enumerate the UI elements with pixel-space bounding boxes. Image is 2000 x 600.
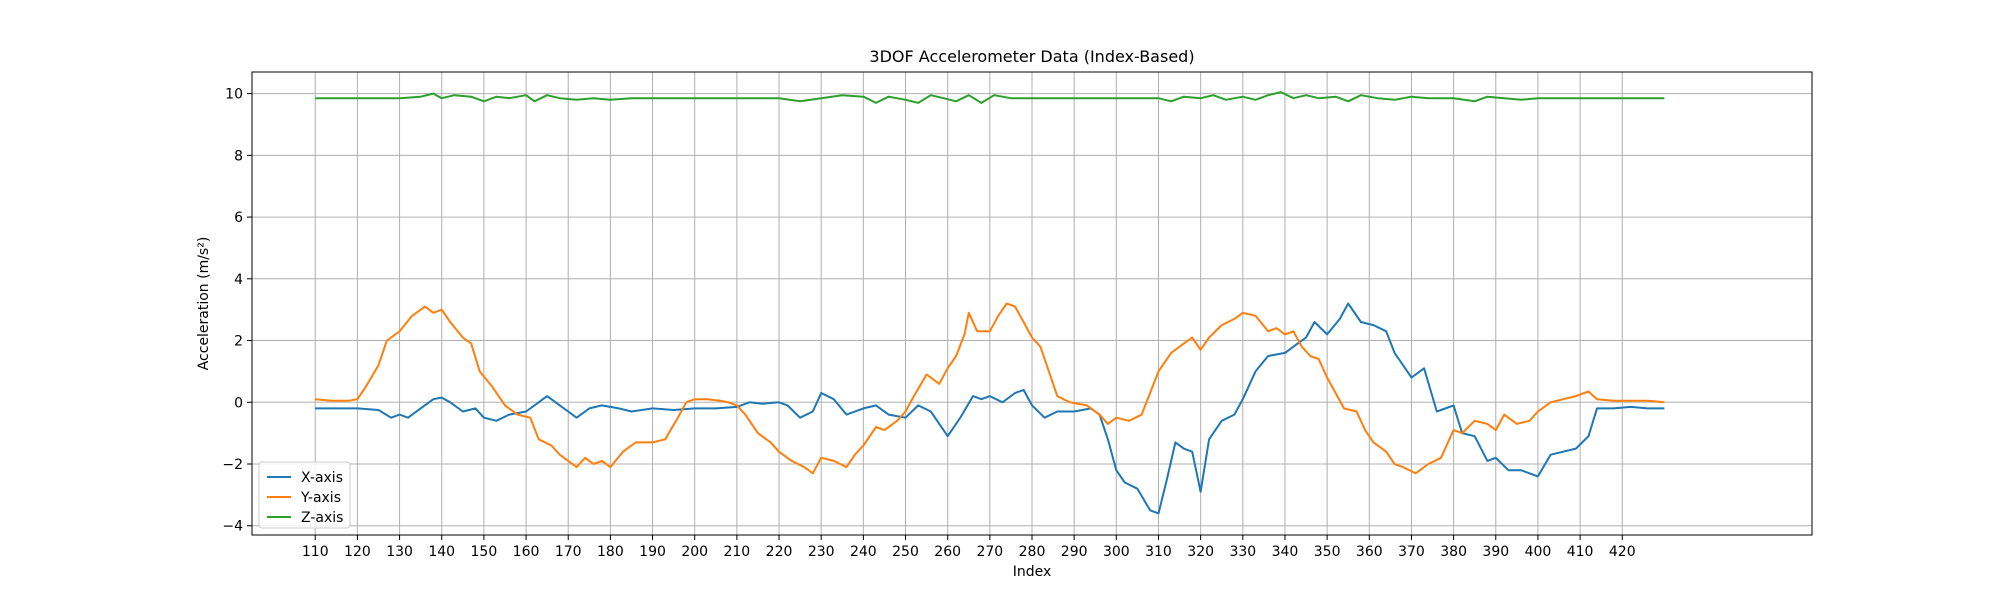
x-tick-label: 350 xyxy=(1314,544,1341,560)
x-tick-label: 120 xyxy=(344,544,371,560)
x-tick-label: 250 xyxy=(892,544,919,560)
x-tick-label: 190 xyxy=(639,544,666,560)
x-tick-label: 180 xyxy=(597,544,624,560)
x-tick-label: 220 xyxy=(766,544,793,560)
x-tick-label: 290 xyxy=(1061,544,1088,560)
y-tick-label: −2 xyxy=(222,457,243,473)
legend-label: X-axis xyxy=(301,470,343,486)
x-tick-label: 230 xyxy=(808,544,835,560)
x-tick-label: 360 xyxy=(1356,544,1383,560)
x-tick-label: 200 xyxy=(681,544,708,560)
legend: X-axis Y-axis Z-axis xyxy=(258,461,351,529)
x-tick-label: 370 xyxy=(1398,544,1425,560)
x-tick-label: 310 xyxy=(1145,544,1172,560)
x-tick-label: 320 xyxy=(1187,544,1214,560)
x-tick-label: 390 xyxy=(1482,544,1509,560)
x-tick-label: 280 xyxy=(1019,544,1046,560)
y-tick-label: −4 xyxy=(222,519,243,535)
x-tick-label: 150 xyxy=(471,544,498,560)
y-tick-label: 10 xyxy=(225,87,243,103)
chart-title: 3DOF Accelerometer Data (Index-Based) xyxy=(869,47,1194,66)
x-tick-label: 340 xyxy=(1272,544,1299,560)
x-tick-label: 260 xyxy=(934,544,961,560)
legend-box xyxy=(258,461,351,529)
x-tick-label: 270 xyxy=(976,544,1003,560)
y-tick-label: 6 xyxy=(234,210,243,226)
x-tick-label: 110 xyxy=(302,544,329,560)
series-line-x-axis xyxy=(315,302,1665,515)
x-tick-label: 300 xyxy=(1103,544,1130,560)
y-tick-label: 0 xyxy=(234,395,243,411)
x-tick-label: 410 xyxy=(1567,544,1594,560)
x-axis-title: Index xyxy=(1013,564,1052,580)
tick-layer: 110 120 130 140 150 160 170 180 190 200 210 220 230 2… xyxy=(222,87,1635,560)
x-tick-label: 400 xyxy=(1525,544,1552,560)
y-tick-label: 2 xyxy=(234,334,243,350)
x-tick-label: 140 xyxy=(428,544,455,560)
legend-label: Y-axis xyxy=(300,490,341,506)
y-tick-label: 8 xyxy=(234,148,243,164)
x-tick-label: 160 xyxy=(513,544,540,560)
x-tick-label: 210 xyxy=(723,544,750,560)
x-tick-label: 380 xyxy=(1440,544,1467,560)
x-tick-label: 240 xyxy=(850,544,877,560)
y-tick-label: 4 xyxy=(234,272,243,288)
legend-label: Z-axis xyxy=(301,510,343,526)
x-tick-label: 330 xyxy=(1229,544,1256,560)
series-layer xyxy=(315,91,1665,515)
series-line-y-axis xyxy=(315,302,1665,475)
y-axis-title: Acceleration (m/s²) xyxy=(196,237,212,371)
x-tick-label: 130 xyxy=(386,544,413,560)
grid-layer xyxy=(252,72,1812,535)
series-line-z-axis xyxy=(315,91,1665,104)
x-tick-label: 420 xyxy=(1609,544,1636,560)
x-tick-label: 170 xyxy=(555,544,582,560)
